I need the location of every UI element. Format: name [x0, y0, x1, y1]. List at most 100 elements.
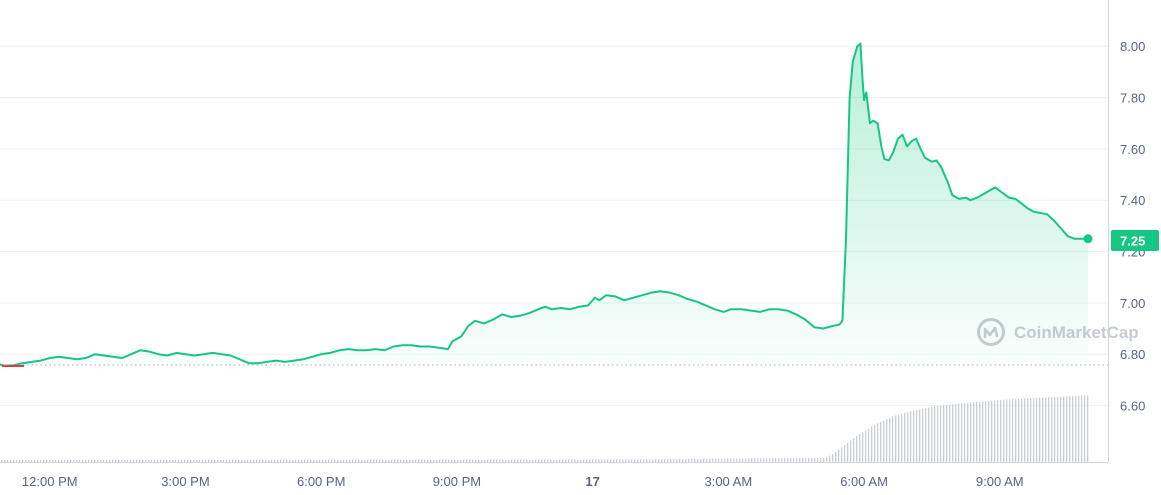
volume-bar — [895, 415, 897, 462]
volume-bar — [523, 459, 525, 462]
volume-bar — [958, 403, 960, 462]
current-price-badge-bg — [1111, 230, 1159, 251]
volume-bar — [571, 459, 573, 462]
volume-bar — [43, 459, 45, 462]
volume-bar — [172, 459, 174, 462]
price-line-group — [0, 42, 1093, 367]
volume-bar — [562, 459, 564, 462]
volume-bar — [451, 459, 453, 462]
volume-bar — [82, 459, 84, 462]
volume-bar — [265, 459, 267, 462]
volume-bar — [508, 459, 510, 462]
volume-bar — [691, 458, 693, 462]
volume-bar — [331, 459, 333, 462]
volume-bar — [1087, 395, 1089, 462]
x-tick-label: 12:00 PM — [22, 474, 78, 489]
volume-bar — [31, 459, 33, 462]
volume-bar — [529, 459, 531, 462]
volume-bar — [49, 459, 51, 462]
volume-bar — [898, 414, 900, 462]
volume-bar — [748, 458, 750, 462]
x-tick-label: 3:00 PM — [161, 474, 209, 489]
volume-bar — [811, 458, 813, 462]
volume-bar — [151, 459, 153, 462]
volume-bar — [463, 459, 465, 462]
volume-bar — [880, 421, 882, 462]
volume-bar — [676, 459, 678, 462]
volume-bar — [706, 458, 708, 462]
volume-bar — [772, 458, 774, 462]
volume-bar — [682, 459, 684, 462]
volume-bar — [892, 416, 894, 462]
volume-bar — [886, 419, 888, 462]
volume-bar — [163, 459, 165, 462]
volume-bar — [361, 459, 363, 462]
volume-bar — [484, 459, 486, 462]
volume-bar — [601, 459, 603, 462]
volume-bar — [1003, 399, 1005, 462]
volume-bar — [538, 459, 540, 462]
volume-bar — [826, 456, 828, 462]
volume-bar — [322, 459, 324, 462]
volume-bar — [535, 459, 537, 462]
current-price-label: 7.25 — [1120, 234, 1145, 249]
volume-bar — [637, 459, 639, 462]
volume-bar — [16, 459, 18, 462]
volume-bar — [1084, 395, 1086, 462]
volume-bar — [688, 458, 690, 462]
volume-bar — [763, 458, 765, 462]
volume-bar — [1021, 398, 1023, 462]
volume-bar — [865, 430, 867, 462]
volume-bar — [814, 458, 816, 462]
volume-bar — [493, 459, 495, 462]
volume-bar — [70, 459, 72, 462]
volume-bar — [787, 458, 789, 462]
volume-bar — [793, 458, 795, 462]
volume-bar — [850, 440, 852, 462]
volume-bar — [934, 406, 936, 462]
volume-bar — [877, 423, 879, 462]
volume-bar — [1060, 396, 1062, 462]
volume-bar — [328, 459, 330, 462]
volume-bar — [1015, 399, 1017, 462]
volume-bar — [424, 459, 426, 462]
volume-bar — [25, 459, 27, 462]
volume-bar — [277, 459, 279, 462]
volume-bar — [280, 459, 282, 462]
volume-bar — [730, 458, 732, 462]
y-tick-label: 7.40 — [1120, 193, 1145, 208]
current-price-dot — [1083, 234, 1093, 244]
volume-bar — [991, 400, 993, 462]
volume-bar — [214, 459, 216, 462]
volume-bar — [649, 459, 651, 462]
volume-bar — [454, 459, 456, 462]
volume-bar — [367, 459, 369, 462]
volume-bar — [127, 459, 129, 462]
volume-bar — [1000, 399, 1002, 462]
volume-bar — [448, 459, 450, 462]
x-tick-label: 6:00 AM — [840, 474, 888, 489]
x-tick-label: 9:00 PM — [433, 474, 481, 489]
volume-bar — [178, 459, 180, 462]
volume-bar — [559, 459, 561, 462]
volume-bar — [1081, 395, 1083, 462]
volume-bar — [859, 434, 861, 462]
volume-bar — [427, 459, 429, 462]
volume-bar — [1054, 397, 1056, 462]
volume-bar — [55, 459, 57, 462]
volume-bar — [709, 458, 711, 462]
volume-bar — [148, 459, 150, 462]
volume-bar — [385, 459, 387, 462]
volume-bar — [157, 459, 159, 462]
volume-bar — [199, 459, 201, 462]
volume-bar — [778, 458, 780, 462]
y-tick-label: 7.60 — [1120, 142, 1145, 157]
volume-bar — [1006, 399, 1008, 462]
volume-bar — [298, 459, 300, 462]
volume-bar — [409, 459, 411, 462]
volume-bar — [373, 459, 375, 462]
volume-bar — [505, 459, 507, 462]
volume-bar — [1042, 397, 1044, 462]
volume-bar — [52, 459, 54, 462]
